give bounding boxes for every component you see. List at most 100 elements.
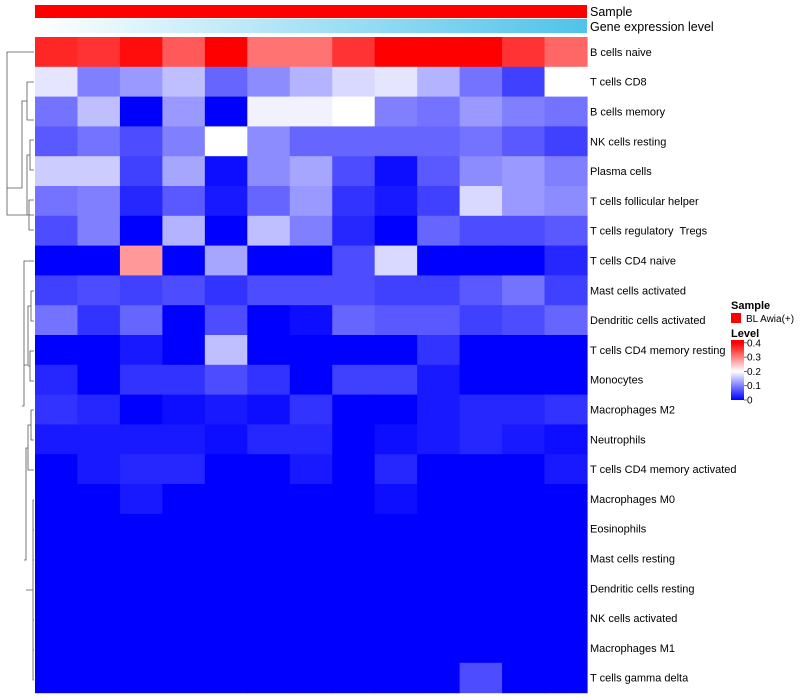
- heatmap-cell-t-cells-cd4-memory-activated-5: [204, 454, 248, 485]
- heatmap-cell-t-cells-regulatory-tregs-5: [204, 215, 248, 247]
- heatmap-cell-b-cells-memory-3: [119, 96, 163, 127]
- legend-tick-label-1: 0.3: [747, 353, 761, 364]
- row-label-b-cells-naive: B cells naive: [590, 47, 652, 59]
- heatmap-cell-dendritic-cells-activated-11: [459, 305, 503, 336]
- heatmap-cell-dendritic-cells-activated-3: [119, 305, 163, 336]
- heatmap-cell-t-cells-cd4-naive-13: [544, 245, 588, 276]
- heatmap-cell-dendritic-cells-resting-11: [459, 573, 503, 604]
- heatmap-cell-t-cells-regulatory-tregs-10: [417, 215, 461, 247]
- row-label-macrophages-m2: Macrophages M2: [590, 405, 675, 417]
- dendrogram-branches: [6, 51, 34, 681]
- heatmap-cell-nk-cells-resting-8: [332, 126, 376, 157]
- heatmap-cell-b-cells-memory-8: [332, 96, 376, 127]
- heatmap-cells: [35, 37, 588, 694]
- heatmap-cell-nk-cells-resting-12: [502, 126, 546, 157]
- heatmap-cell-t-cells-cd4-memory-activated-11: [459, 454, 503, 485]
- heatmap-cell-t-cells-cd8-6: [247, 66, 291, 98]
- heatmap-cell-t-cells-cd4-memory-activated-7: [289, 454, 333, 485]
- heatmap-cell-neutrophils-9: [374, 424, 418, 455]
- heatmap-cell-macrophages-m2-5: [204, 394, 248, 425]
- heatmap-cell-nk-cells-resting-9: [374, 126, 418, 157]
- heatmap-cell-nk-cells-activated-5: [204, 603, 248, 634]
- heatmap-cell-neutrophils-4: [162, 424, 206, 455]
- heatmap-cell-t-cells-follicular-helper-6: [247, 186, 291, 217]
- heatmap-cell-t-cells-gamma-delta-7: [289, 662, 333, 694]
- heatmap-cell-t-cells-cd4-memory-resting-10: [417, 335, 461, 366]
- heatmap-cell-b-cells-memory-5: [204, 96, 248, 127]
- heatmap-cell-neutrophils-10: [417, 424, 461, 455]
- legend-sample-title: Sample: [731, 300, 770, 312]
- heatmap-cell-macrophages-m2-3: [119, 394, 163, 425]
- heatmap-cell-b-cells-memory-6: [247, 96, 291, 127]
- heatmap-cell-nk-cells-resting-10: [417, 126, 461, 157]
- heatmap-cell-macrophages-m1-9: [374, 633, 418, 664]
- heatmap-cell-b-cells-naive-3: [119, 37, 163, 68]
- heatmap-cell-t-cells-regulatory-tregs-9: [374, 215, 418, 247]
- sample-track-label: Sample: [590, 5, 632, 19]
- heatmap-cell-t-cells-gamma-delta-2: [77, 662, 121, 694]
- heatmap-cell-b-cells-naive-8: [332, 37, 376, 68]
- heatmap-cell-mast-cells-activated-2: [77, 275, 121, 306]
- heatmap-cell-dendritic-cells-activated-6: [247, 305, 291, 336]
- heatmap-cell-monocytes-6: [247, 364, 291, 396]
- heatmap-cell-t-cells-cd4-memory-resting-1: [35, 335, 79, 366]
- heatmap-cell-dendritic-cells-activated-7: [289, 305, 333, 336]
- heatmap-cell-b-cells-memory-7: [289, 96, 333, 127]
- heatmap-cell-t-cells-cd8-9: [374, 66, 418, 98]
- heatmap-cell-plasma-cells-6: [247, 156, 291, 187]
- heatmap-cell-nk-cells-activated-1: [35, 603, 79, 634]
- heatmap-cell-t-cells-gamma-delta-13: [544, 662, 588, 694]
- expression-annotation-bar: [35, 19, 587, 33]
- heatmap-cell-eosinophils-9: [374, 513, 418, 545]
- heatmap-cell-dendritic-cells-resting-12: [502, 573, 546, 604]
- row-label-t-cells-cd4-naive: T cells CD4 naive: [590, 256, 676, 268]
- heatmap-cell-macrophages-m1-1: [35, 633, 79, 664]
- heatmap-cell-b-cells-memory-1: [35, 96, 79, 127]
- heatmap-cell-monocytes-13: [544, 364, 588, 396]
- heatmap-cell-dendritic-cells-resting-1: [35, 573, 79, 604]
- heatmap-cell-dendritic-cells-resting-3: [119, 573, 163, 604]
- heatmap-cell-eosinophils-8: [332, 513, 376, 545]
- heatmap-cell-mast-cells-resting-1: [35, 543, 79, 574]
- row-label-t-cells-cd4-memory-resting: T cells CD4 memory resting: [590, 345, 726, 357]
- heatmap-cell-t-cells-cd4-memory-activated-3: [119, 454, 163, 485]
- row-label-mast-cells-activated: Mast cells activated: [590, 285, 686, 297]
- heatmap-cell-b-cells-naive-7: [289, 37, 333, 68]
- heatmap-cell-t-cells-gamma-delta-5: [204, 662, 248, 694]
- heatmap-cell-macrophages-m0-2: [77, 484, 121, 515]
- heatmap-cell-t-cells-follicular-helper-10: [417, 186, 461, 217]
- heatmap-cell-eosinophils-13: [544, 513, 588, 545]
- heatmap-cell-mast-cells-resting-10: [417, 543, 461, 574]
- heatmap-cell-mast-cells-activated-11: [459, 275, 503, 306]
- heatmap-cell-t-cells-cd4-naive-12: [502, 245, 546, 276]
- heatmap-cell-b-cells-naive-9: [374, 37, 418, 68]
- heatmap-cell-dendritic-cells-activated-12: [502, 305, 546, 336]
- heatmap-cell-macrophages-m0-13: [544, 484, 588, 515]
- heatmap-cell-b-cells-memory-4: [162, 96, 206, 127]
- row-label-dendritic-cells-resting: Dendritic cells resting: [590, 583, 695, 595]
- heatmap-cell-dendritic-cells-activated-9: [374, 305, 418, 336]
- heatmap-cell-t-cells-follicular-helper-3: [119, 186, 163, 217]
- heatmap-cell-mast-cells-resting-11: [459, 543, 503, 574]
- heatmap-cell-plasma-cells-2: [77, 156, 121, 187]
- heatmap-cell-t-cells-cd8-2: [77, 66, 121, 98]
- heatmap-cell-neutrophils-8: [332, 424, 376, 455]
- heatmap-cell-plasma-cells-7: [289, 156, 333, 187]
- heatmap-cell-t-cells-gamma-delta-8: [332, 662, 376, 694]
- heatmap-cell-mast-cells-resting-9: [374, 543, 418, 574]
- heatmap-cell-t-cells-cd8-13: [544, 66, 588, 98]
- heatmap-cell-nk-cells-activated-2: [77, 603, 121, 634]
- heatmap-cell-b-cells-memory-13: [544, 96, 588, 127]
- heatmap-cell-t-cells-cd4-memory-activated-8: [332, 454, 376, 485]
- row-label-eosinophils: Eosinophils: [590, 524, 647, 536]
- heatmap-cell-macrophages-m0-8: [332, 484, 376, 515]
- heatmap-cell-t-cells-follicular-helper-8: [332, 186, 376, 217]
- row-label-nk-cells-resting: NK cells resting: [590, 136, 666, 148]
- heatmap-cell-plasma-cells-12: [502, 156, 546, 187]
- heatmap-cell-mast-cells-activated-8: [332, 275, 376, 306]
- heatmap-cell-t-cells-follicular-helper-2: [77, 186, 121, 217]
- heatmap-cell-macrophages-m1-13: [544, 633, 588, 664]
- heatmap-cell-dendritic-cells-resting-6: [247, 573, 291, 604]
- heatmap-cell-t-cells-cd4-memory-activated-13: [544, 454, 588, 485]
- heatmap-cell-t-cells-regulatory-tregs-11: [459, 215, 503, 247]
